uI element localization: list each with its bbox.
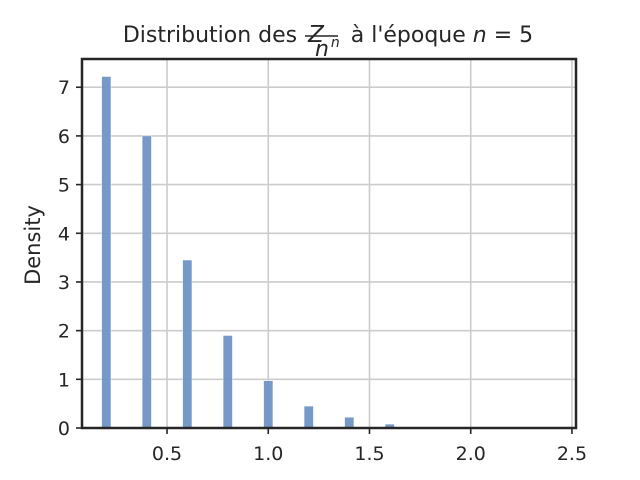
bar bbox=[303, 405, 314, 429]
y-tick-label: 3 bbox=[58, 272, 70, 294]
y-tick-label: 0 bbox=[58, 418, 70, 440]
x-tick-label: 2.0 bbox=[456, 443, 486, 465]
y-tick-label: 4 bbox=[58, 223, 70, 245]
y-tick-label: 2 bbox=[58, 321, 70, 343]
y-tick-label: 1 bbox=[58, 369, 70, 391]
y-tick-label: 5 bbox=[58, 175, 70, 197]
title-suffix-text: à l'époque bbox=[351, 23, 473, 48]
title-suffix-var: n bbox=[473, 23, 487, 48]
ticks: 0.5 1.0 1.5 2.0 2.5 0 1 2 3 4 5 6 7 bbox=[58, 77, 587, 465]
bar bbox=[182, 259, 193, 429]
y-tick-label: 7 bbox=[58, 77, 70, 99]
title-fraction-numerator: Z bbox=[307, 22, 325, 48]
title-suffix-eq: = 5 bbox=[494, 23, 533, 48]
y-tick-label: 6 bbox=[58, 126, 70, 148]
bar bbox=[263, 380, 274, 429]
y-axis-label: Density bbox=[21, 205, 45, 285]
bar bbox=[344, 417, 355, 429]
bar bbox=[101, 76, 112, 429]
title-prefix: Distribution des bbox=[123, 23, 304, 48]
x-tick-label: 0.5 bbox=[152, 443, 182, 465]
x-tick-label: 1.5 bbox=[354, 443, 384, 465]
x-tick-label: 2.5 bbox=[557, 443, 587, 465]
bar bbox=[141, 135, 152, 429]
title-fraction-denominator: n bbox=[315, 37, 329, 62]
grid bbox=[82, 59, 576, 429]
bar bbox=[222, 335, 233, 429]
bars bbox=[101, 76, 395, 429]
plot-frame bbox=[80, 57, 578, 430]
x-tick-label: 1.0 bbox=[253, 443, 283, 465]
title-fraction-numerator-sub: n bbox=[331, 35, 340, 51]
chart-title: Distribution des Z n à l'époque n = 5 bbox=[123, 22, 533, 53]
